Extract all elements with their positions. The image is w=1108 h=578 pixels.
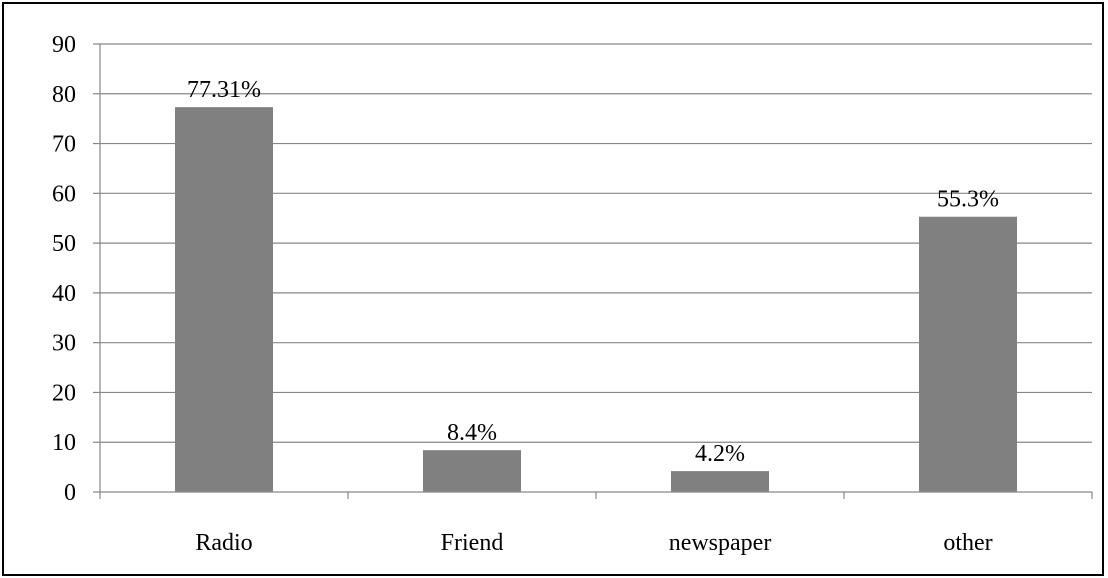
y-tick-label: 90 [52,32,76,58]
x-category-label: Radio [195,530,252,556]
y-tick-label: 30 [52,331,76,357]
y-tick-label: 40 [52,281,76,307]
bar-other [919,216,1017,492]
data-label: 8.4% [447,420,497,446]
y-tick-label: 60 [52,181,76,207]
y-tick-label: 10 [52,430,76,456]
labels: 0 10 20 30 40 50 60 70 80 90 77.31% Radio 8.4% Friend… [52,32,999,556]
data-label: 4.2% [695,441,745,467]
y-tick-label: 70 [52,132,76,158]
y-tick-label: 50 [52,231,76,257]
bar-radio [175,107,273,492]
y-tick-label: 80 [52,82,76,108]
y-tick-label: 20 [52,380,76,406]
data-label: 55.3% [937,187,999,213]
y-tick-label: 0 [64,480,76,506]
data-label: 77.31% [187,77,261,103]
x-category-label: other [943,530,992,556]
bar-newspaper [671,471,769,492]
axes [93,43,1093,499]
bars [175,107,1017,492]
x-category-label: Friend [441,530,504,556]
bar-friend [423,450,521,492]
x-category-label: newspaper [669,530,772,556]
